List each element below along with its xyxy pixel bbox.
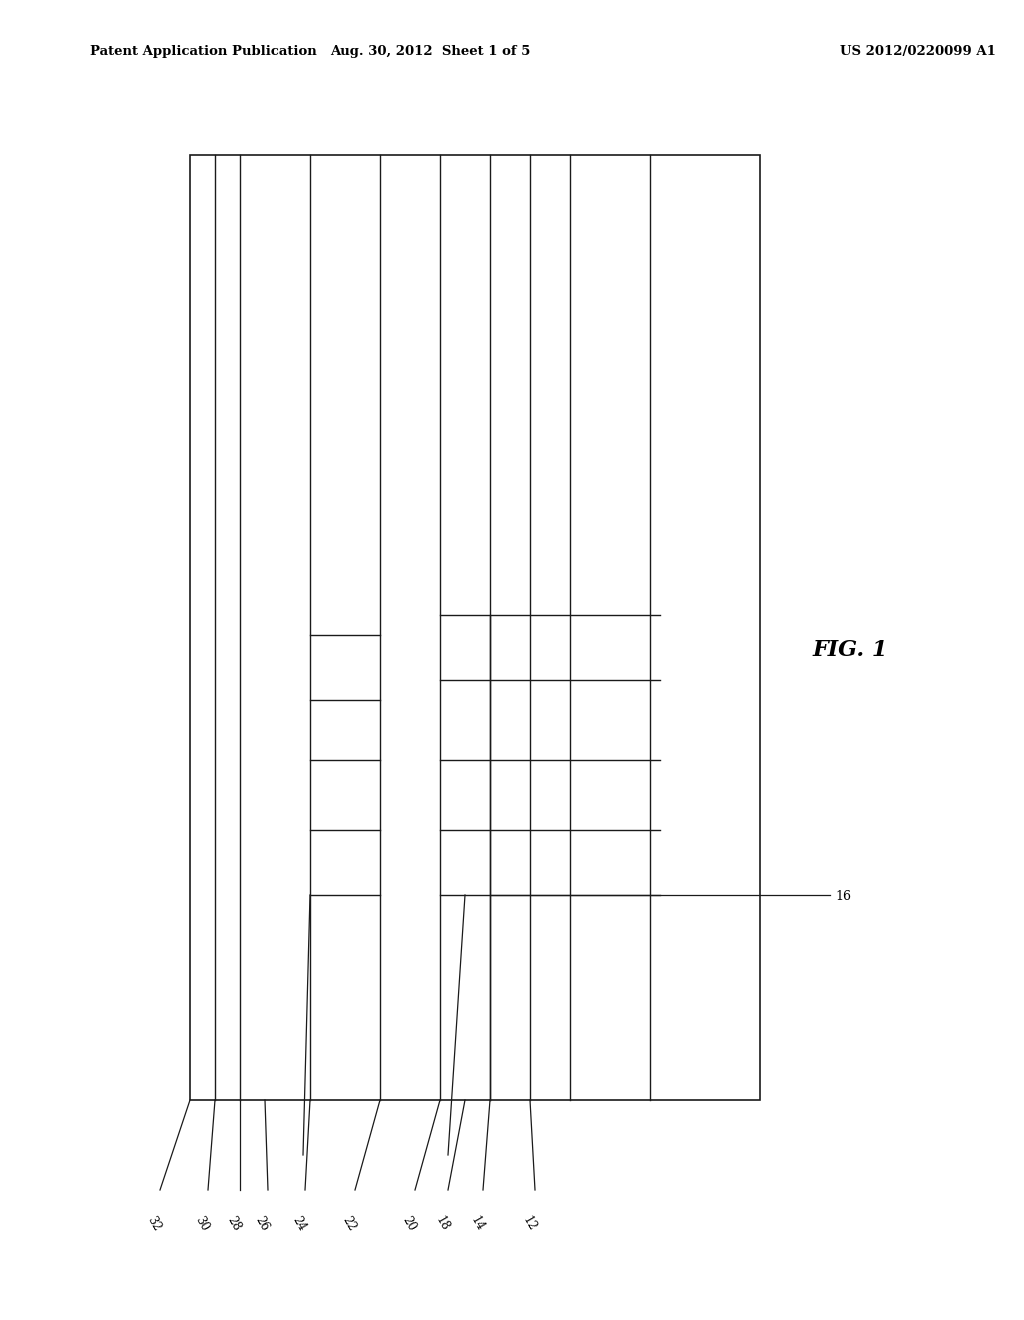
Text: 12: 12: [520, 1213, 539, 1233]
Text: 28: 28: [225, 1213, 244, 1233]
Text: US 2012/0220099 A1: US 2012/0220099 A1: [840, 45, 996, 58]
Text: FIG. 1: FIG. 1: [812, 639, 888, 661]
Text: 14: 14: [468, 1213, 486, 1233]
Bar: [190, 154, 760, 1100]
Text: 22: 22: [340, 1213, 358, 1233]
Text: Patent Application Publication: Patent Application Publication: [90, 45, 316, 58]
Text: 20: 20: [400, 1213, 419, 1233]
Text: 30: 30: [193, 1213, 212, 1233]
Text: 26: 26: [253, 1213, 271, 1233]
Text: 16: 16: [835, 891, 851, 903]
Text: 18: 18: [433, 1213, 452, 1233]
Text: 32: 32: [145, 1213, 164, 1233]
Text: 24: 24: [290, 1213, 308, 1233]
Text: Aug. 30, 2012  Sheet 1 of 5: Aug. 30, 2012 Sheet 1 of 5: [330, 45, 530, 58]
